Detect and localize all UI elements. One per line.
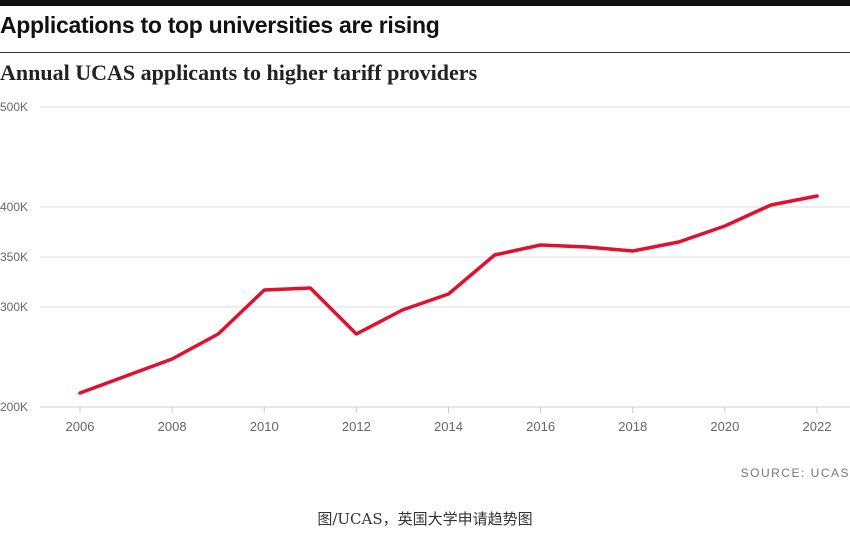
data-point (447, 293, 450, 296)
data-point (585, 246, 588, 249)
data-point (401, 309, 404, 312)
x-tick-label: 2016 (526, 419, 555, 434)
data-point (171, 358, 174, 361)
source-label: SOURCE: UCAS (740, 466, 850, 480)
data-point (263, 289, 266, 292)
data-point (355, 333, 358, 336)
x-tick-label: 2014 (434, 419, 463, 434)
x-tick-label: 2018 (618, 419, 647, 434)
title-divider (0, 52, 850, 53)
x-tick-label: 2020 (710, 419, 739, 434)
data-point (677, 241, 680, 244)
data-point (816, 195, 819, 198)
x-axis-ticks: 2006 2008 2010 2012 2014 2016 2018 2020 2022 (66, 407, 832, 434)
chart-title: Applications to top universities are ris… (0, 12, 440, 38)
x-tick-label: 2008 (158, 419, 187, 434)
x-tick-label: 2006 (66, 419, 95, 434)
image-caption: 图/UCAS，英国大学申请趋势图 (317, 510, 533, 528)
series-group (78, 194, 819, 395)
data-point (769, 204, 772, 207)
data-point (631, 250, 634, 253)
data-point (723, 225, 726, 228)
y-tick-label: 300K (0, 300, 28, 314)
y-axis-ticks: 200K 300K 350K 400K 500K (0, 100, 28, 414)
x-tick-label: 2012 (342, 419, 371, 434)
top-bar (0, 0, 850, 6)
x-tick-label: 2010 (250, 419, 279, 434)
data-point (125, 375, 128, 378)
y-tick-label: 350K (0, 250, 28, 264)
y-tick-label: 500K (0, 100, 28, 114)
y-tick-label: 400K (0, 200, 28, 214)
data-point (309, 287, 312, 290)
data-point (79, 392, 82, 395)
series-line (78, 194, 819, 395)
data-point (217, 333, 220, 336)
data-point (493, 254, 496, 257)
data-point (539, 244, 542, 247)
x-tick-label: 2022 (803, 419, 832, 434)
chart-subtitle: Annual UCAS applicants to higher tariff … (0, 60, 478, 85)
gridlines (40, 106, 850, 408)
y-tick-label: 200K (0, 400, 28, 414)
